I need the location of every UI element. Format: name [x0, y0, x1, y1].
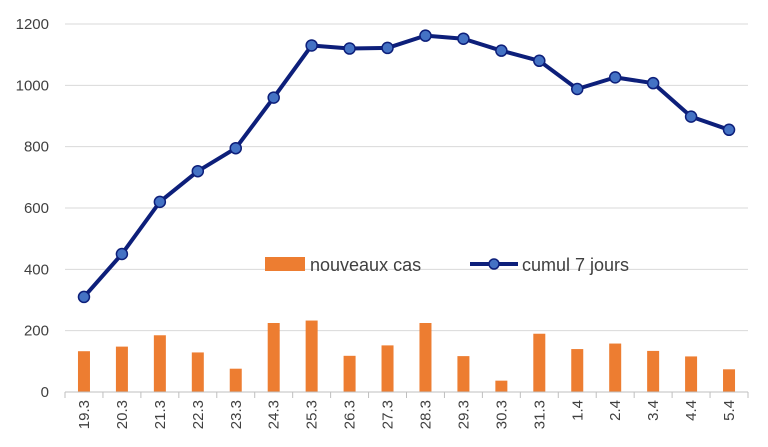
bar-series-nouveaux-cas	[77, 320, 736, 392]
bar	[343, 355, 356, 392]
legend: nouveaux cas cumul 7 jours	[265, 255, 629, 275]
x-tick-label: 31.3	[531, 400, 548, 429]
x-tick-label: 2.4	[607, 400, 624, 421]
bar	[77, 351, 90, 392]
x-tick-label: 24.3	[266, 400, 283, 429]
bar	[191, 352, 204, 392]
line-point	[571, 82, 584, 96]
line-point	[419, 29, 432, 42]
bar	[495, 380, 508, 392]
line-point	[684, 110, 698, 123]
line-point	[77, 290, 91, 304]
bar	[609, 343, 622, 392]
line-point	[191, 164, 205, 178]
series-line	[82, 33, 730, 299]
x-tick-label: 22.3	[190, 400, 207, 429]
line-point	[646, 76, 660, 90]
x-tick-label: 30.3	[493, 400, 510, 429]
line-point	[305, 39, 318, 52]
x-tick-label: 19.3	[76, 400, 93, 429]
bar	[457, 356, 470, 392]
y-tick-label: 1200	[16, 16, 49, 33]
x-tick-label: 20.3	[114, 400, 131, 429]
bar	[419, 323, 432, 392]
line-point	[381, 41, 394, 55]
bar	[115, 346, 128, 392]
y-tick-label: 800	[24, 139, 49, 156]
bar	[571, 349, 584, 392]
x-tick-label: 29.3	[455, 400, 472, 429]
x-tick-label: 1.4	[569, 400, 586, 421]
x-tick-label: 26.3	[342, 400, 359, 429]
line-point	[722, 123, 736, 137]
y-tick-label: 400	[24, 261, 49, 278]
bar	[533, 333, 546, 392]
line-point	[457, 32, 470, 45]
line-series-cumul-7-jours	[77, 29, 736, 304]
y-tick-label: 0	[41, 384, 49, 401]
legend-label-nouveaux-cas: nouveaux cas	[310, 255, 421, 275]
line-point	[229, 141, 242, 155]
bar	[229, 368, 242, 392]
x-tick-label: 23.3	[228, 400, 245, 429]
legend-swatch-nouveaux-cas	[265, 257, 305, 271]
bar	[153, 335, 166, 392]
y-tick-label: 200	[24, 323, 49, 340]
line-point	[267, 91, 280, 104]
x-tick-label: 21.3	[152, 400, 169, 429]
x-tick-label: 4.4	[683, 400, 700, 421]
x-axis: 19.3 20.3 21.3 22.3 23.3 24.3 25.3 26.3 27.3 28.3…	[64, 391, 749, 429]
bar	[723, 369, 736, 392]
x-tick-label: 25.3	[304, 400, 321, 429]
x-tick-label: 3.4	[645, 400, 662, 421]
y-axis: 0 200 400 600 800 1000 1200	[16, 16, 49, 401]
gridlines	[65, 23, 748, 332]
line-point	[533, 54, 546, 68]
x-tick-label: 5.4	[721, 400, 738, 421]
legend-label-cumul-7-jours: cumul 7 jours	[522, 255, 629, 275]
legend-marker-cumul-7-jours	[488, 258, 500, 270]
line-point	[153, 195, 167, 209]
line-point	[343, 42, 356, 55]
bar	[685, 356, 698, 392]
x-tick-label: 27.3	[380, 400, 397, 429]
bar	[381, 345, 394, 392]
line-point	[608, 71, 622, 84]
x-tick-label: 28.3	[417, 400, 434, 429]
y-tick-label: 600	[24, 200, 49, 217]
line-point	[115, 247, 129, 261]
bar	[267, 323, 280, 392]
y-tick-label: 1000	[16, 77, 49, 94]
bar	[305, 320, 318, 392]
bar	[647, 350, 660, 392]
line-point	[495, 44, 508, 57]
